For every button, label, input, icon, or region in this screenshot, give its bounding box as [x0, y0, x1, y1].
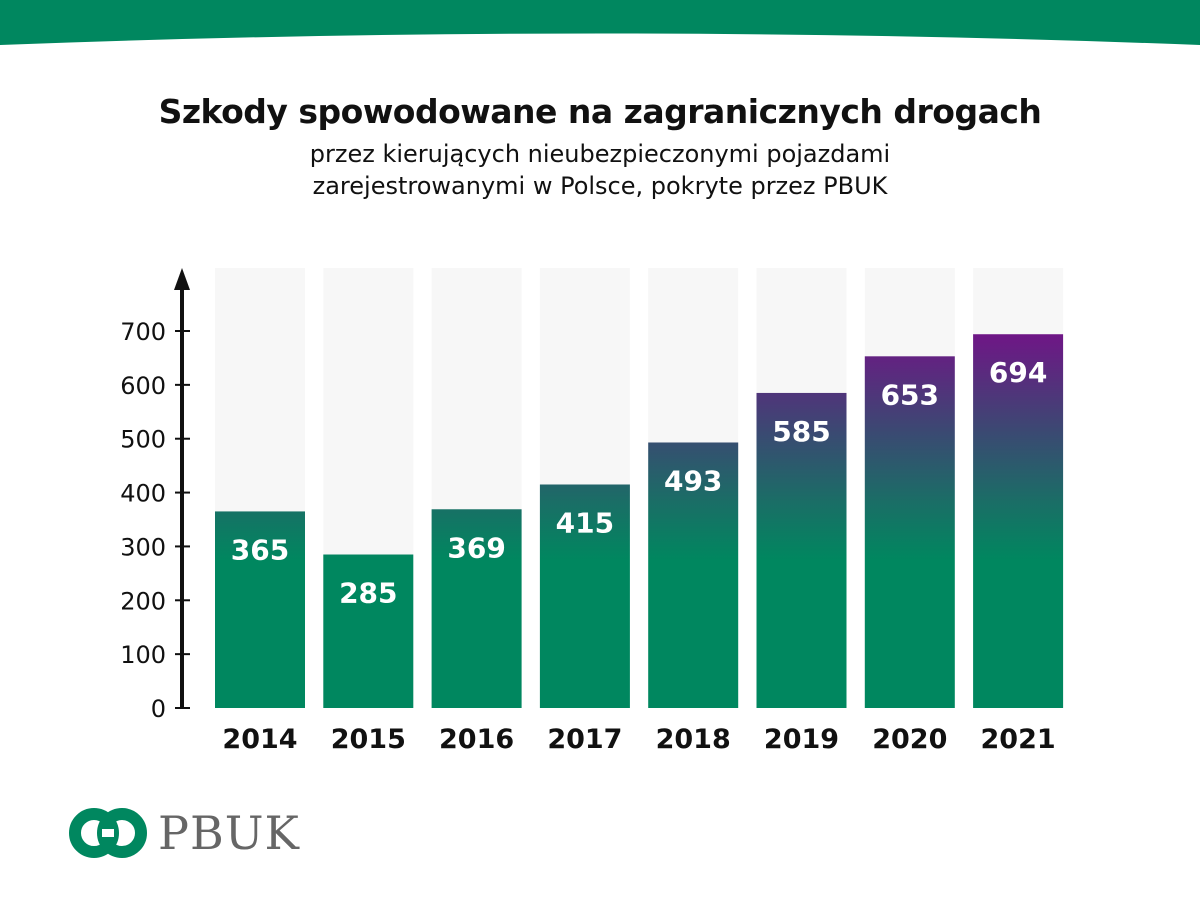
x-tick-label: 2017: [547, 724, 622, 755]
y-tick-label: 600: [120, 372, 166, 400]
bar-2016: [431, 509, 522, 708]
x-tick-label: 2021: [981, 724, 1056, 755]
y-tick-label: 100: [120, 641, 166, 669]
x-tick-label: 2014: [222, 724, 297, 755]
data-label: 493: [664, 464, 722, 497]
x-tick-label: 2019: [764, 724, 839, 755]
data-label: 285: [339, 577, 397, 610]
data-label: 694: [989, 356, 1047, 389]
bar-2021: [973, 334, 1064, 708]
data-label: 653: [881, 378, 939, 411]
y-tick-label: 0: [151, 695, 166, 723]
data-label: 365: [231, 533, 289, 566]
bar-2017: [539, 484, 630, 708]
y-tick-label: 400: [120, 480, 166, 508]
logo-text: PBUK: [158, 806, 300, 860]
x-tick-label: 2018: [656, 724, 731, 755]
bar-2019: [756, 392, 847, 708]
top-band: [0, 0, 1200, 45]
pbuk-logo: PBUK: [68, 806, 300, 860]
bar-2018: [648, 442, 739, 708]
bar-2014: [215, 511, 305, 708]
pbuk-rings-icon: [69, 808, 147, 858]
y-tick-label: 300: [120, 533, 166, 561]
x-tick-label: 2016: [439, 724, 514, 755]
bar-2015: [323, 554, 414, 708]
x-tick-label: 2015: [331, 724, 406, 755]
bar-chart: 365 285 369 415 493 585 653 694 2014 2015 2016 201…: [120, 268, 1064, 755]
data-label: 585: [772, 415, 830, 448]
data-label: 369: [447, 531, 505, 564]
chart-subtitle-line2: zarejestrowanymi w Polsce, pokryte przez…: [312, 172, 888, 200]
chart-subtitle-line1: przez kierujących nieubezpieczonymi poja…: [309, 140, 891, 168]
y-tick-label: 700: [120, 318, 166, 346]
data-label: 415: [556, 506, 614, 539]
y-tick-label: 200: [120, 587, 166, 615]
x-tick-label: 2020: [872, 724, 947, 755]
y-axis-arrow-icon: [174, 268, 190, 290]
chart-title: Szkody spowodowane na zagranicznych drog…: [158, 92, 1042, 131]
y-tick-label: 500: [120, 426, 166, 454]
bar-2020: [864, 356, 955, 708]
